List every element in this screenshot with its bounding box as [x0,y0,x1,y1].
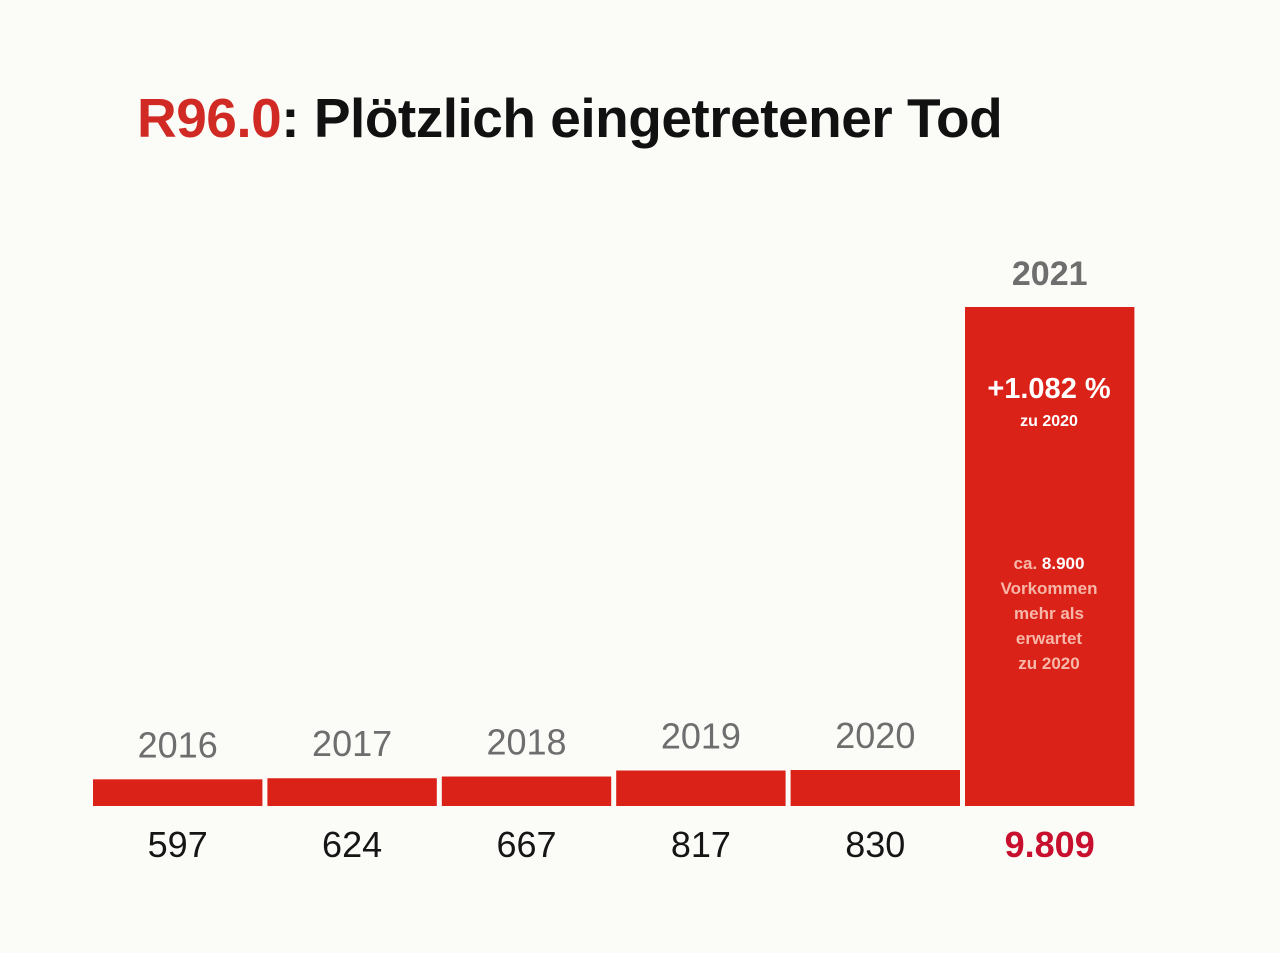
value-label-2019: 817 [671,824,731,865]
year-label-2019: 2019 [661,716,741,757]
chart-title: R96.0: Plötzlich eingetretener Tod [137,86,1003,150]
value-labels-group: 597 624 667 817 830 9.809 [148,824,1095,865]
bar-2021 [965,307,1135,806]
excess-note-line-1: ca. 8.900 [964,551,1134,576]
bar-2019 [616,770,786,806]
year-labels-group: 2016 2017 2018 2019 2020 2021 [138,255,1088,765]
value-label-2016: 597 [148,824,208,865]
excess-note-prefix: ca. [1013,554,1042,573]
value-label-2021: 9.809 [1005,824,1095,865]
year-label-2021: 2021 [1012,255,1088,293]
year-label-2017: 2017 [312,723,392,764]
bar-2018 [441,776,612,806]
excess-note-line-2: Vorkommen [1000,579,1098,598]
bar-2017 [267,778,437,806]
percent-change-sublabel: zu 2020 [1020,413,1078,430]
value-label-2018: 667 [496,824,556,865]
bar-2020 [790,770,960,806]
year-label-2016: 2016 [138,724,218,765]
year-label-2020: 2020 [835,715,915,756]
percent-change-label: +1.082 % [987,373,1111,405]
title-text: : Plötzlich eingetretener Tod [281,87,1003,149]
excess-note-line-4: erwartet [1015,629,1083,648]
excess-note-line-3: mehr als [1014,604,1084,623]
excess-note: ca. 8.900 Vorkommen mehr als erwartet zu… [964,551,1134,676]
year-label-2018: 2018 [486,722,566,763]
bar-2016 [93,779,263,806]
bars-group [93,307,1135,806]
value-label-2020: 830 [845,824,905,865]
excess-note-value: 8.900 [1041,554,1085,573]
value-label-2017: 624 [322,824,382,865]
title-code: R96.0 [137,87,282,149]
excess-note-line-5: zu 2020 [1018,654,1080,673]
